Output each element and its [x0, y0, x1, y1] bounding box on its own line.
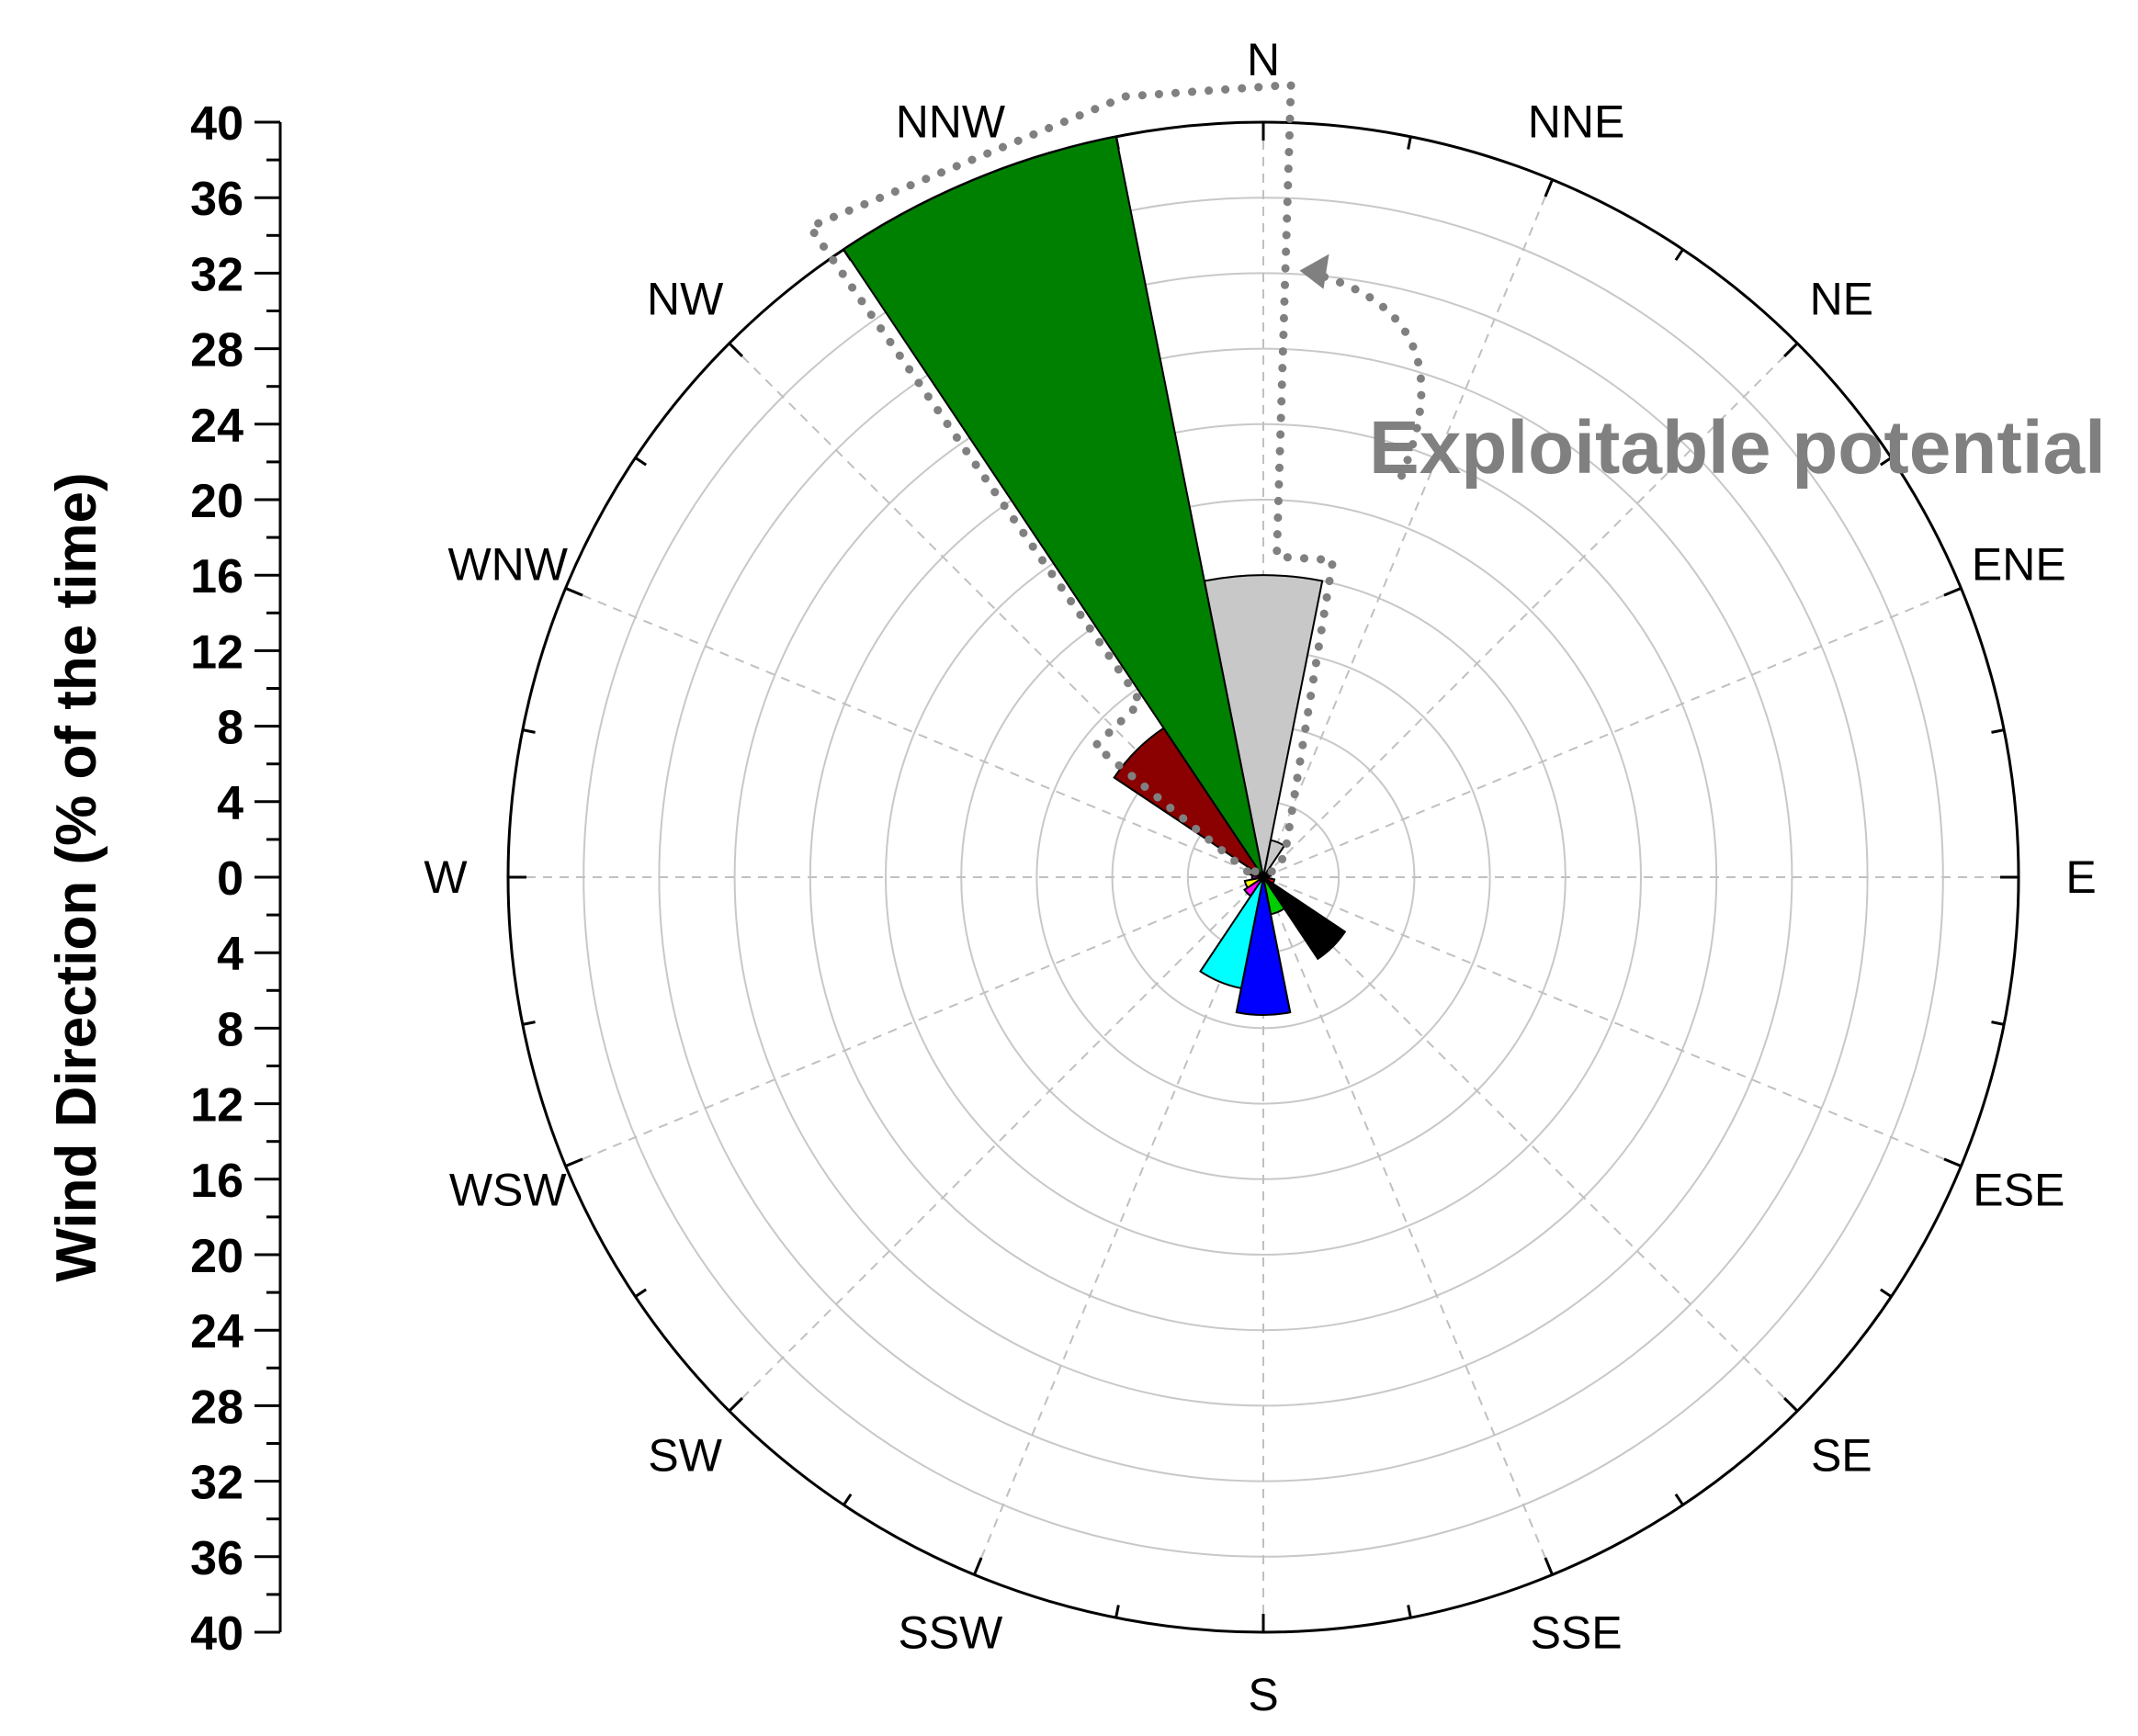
direction-label-s: S — [1248, 1669, 1278, 1720]
y-tick-label: 24 — [190, 1305, 243, 1358]
grid-spoke — [1262, 343, 1798, 878]
exploitable-outline — [806, 80, 1426, 876]
y-tick-label: 32 — [190, 248, 243, 301]
ring-tick — [1114, 1605, 1120, 1618]
sector-nnw — [842, 135, 1264, 878]
y-tick-label: 40 — [190, 97, 243, 151]
y-tick-label: 36 — [190, 173, 243, 226]
annotation-arrow — [1297, 266, 1426, 480]
direction-label-nw: NW — [647, 274, 724, 325]
grid-spoke — [973, 876, 1264, 1575]
ring-tick — [522, 728, 536, 734]
grid-spoke — [729, 343, 1264, 878]
direction-label-n: N — [1247, 34, 1280, 85]
direction-label-sse: SSE — [1531, 1606, 1623, 1658]
ring-tick — [564, 587, 583, 597]
y-tick-label: 8 — [217, 702, 243, 755]
sector-ssw — [1199, 876, 1264, 990]
ring-tick — [1943, 1157, 1963, 1167]
sector-n — [1203, 574, 1324, 878]
ring-tick — [843, 1493, 853, 1506]
grid-spoke — [1262, 179, 1554, 878]
ring-tick — [1991, 1020, 2005, 1026]
grid-spoke — [565, 587, 1264, 878]
direction-label-nnw: NNW — [896, 96, 1006, 148]
direction-label-ne: NE — [1810, 274, 1873, 325]
ring-tick — [1674, 248, 1684, 262]
sector-sw — [1243, 876, 1264, 897]
direction-label-ene: ENE — [1972, 538, 2066, 590]
y-tick-label: 4 — [217, 777, 243, 830]
ring-tick — [973, 1557, 983, 1576]
ring-tick — [634, 457, 648, 467]
y-tick-label: 40 — [190, 1607, 243, 1661]
y-tick-label: 16 — [190, 1155, 243, 1208]
ring-tick — [1407, 1605, 1412, 1618]
ring-tick — [1991, 728, 2005, 734]
direction-label-wnw: WNW — [447, 538, 568, 590]
y-tick-label: 4 — [217, 928, 243, 981]
y-tick-label: 12 — [190, 626, 243, 679]
y-tick-label: 12 — [190, 1079, 243, 1133]
sector-s — [1235, 876, 1292, 1017]
direction-labels: N NNE NE ENE E ESE SE SSE S SSW SW WSW W WNW NW NNW — [424, 34, 2096, 1720]
ring-tick — [1674, 1493, 1684, 1506]
direction-label-sw: SW — [648, 1429, 722, 1481]
grid-spoke — [729, 876, 1264, 1412]
arrowhead-icon — [1299, 254, 1329, 289]
ring-tick — [1544, 178, 1554, 197]
y-tick-label: 24 — [190, 400, 243, 453]
sector-se — [1262, 876, 1347, 961]
grid-spoke — [1262, 876, 1962, 1167]
y-tick-label: 20 — [190, 475, 243, 528]
direction-label-e: E — [2065, 851, 2096, 903]
wind-sectors — [842, 135, 1347, 1017]
direction-label-ese: ESE — [1973, 1165, 2064, 1216]
exploitable-potential-annotation: Exploitable potential — [1369, 406, 2106, 490]
ring-tick — [728, 1397, 743, 1413]
y-tick-label: 36 — [190, 1532, 243, 1585]
direction-label-w: W — [424, 851, 468, 903]
y-tick-label: 28 — [190, 324, 243, 378]
grid-circle — [885, 499, 1642, 1256]
ring-tick — [1407, 136, 1412, 150]
ring-tick — [634, 1288, 648, 1298]
outline-path — [806, 80, 1338, 876]
ring-tick — [564, 1157, 583, 1167]
y-axis-title: Wind Direction (% of the time) — [45, 472, 108, 1281]
grid-spoke — [1262, 876, 1798, 1412]
y-tick-label: 16 — [190, 550, 243, 603]
polar-grid — [506, 120, 2020, 1634]
direction-label-wsw: WSW — [449, 1165, 568, 1216]
ring-tick — [1783, 1397, 1799, 1413]
ring-tick — [1879, 457, 1893, 467]
ring-tick — [1943, 587, 1963, 597]
grid-spoke — [1262, 876, 1554, 1575]
sector-wsw — [1243, 876, 1264, 889]
grid-circle — [733, 347, 1793, 1407]
direction-label-nne: NNE — [1528, 96, 1625, 148]
grid-spoke — [565, 876, 1264, 1167]
ring-tick — [522, 1020, 536, 1026]
direction-label-se: SE — [1811, 1429, 1872, 1481]
ring-tick — [1879, 1288, 1893, 1298]
y-tick-label: 0 — [217, 852, 243, 906]
grid-spoke — [1262, 587, 1962, 878]
y-tick-label: 32 — [190, 1457, 243, 1510]
y-tick-label: 20 — [190, 1230, 243, 1283]
y-tick-label: 8 — [217, 1003, 243, 1056]
ring-tick — [1783, 342, 1799, 357]
y-tick-label: 28 — [190, 1381, 243, 1434]
ring-tick — [1544, 1557, 1554, 1576]
ring-tick — [728, 342, 743, 357]
direction-label-ssw: SSW — [898, 1606, 1003, 1658]
